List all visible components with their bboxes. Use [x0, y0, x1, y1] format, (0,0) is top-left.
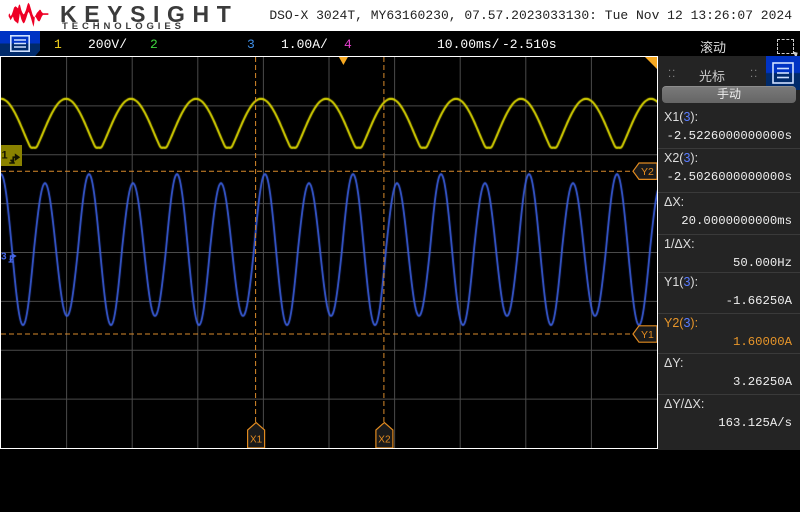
svg-text:3: 3: [1, 252, 7, 263]
svg-text:1: 1: [2, 150, 8, 162]
